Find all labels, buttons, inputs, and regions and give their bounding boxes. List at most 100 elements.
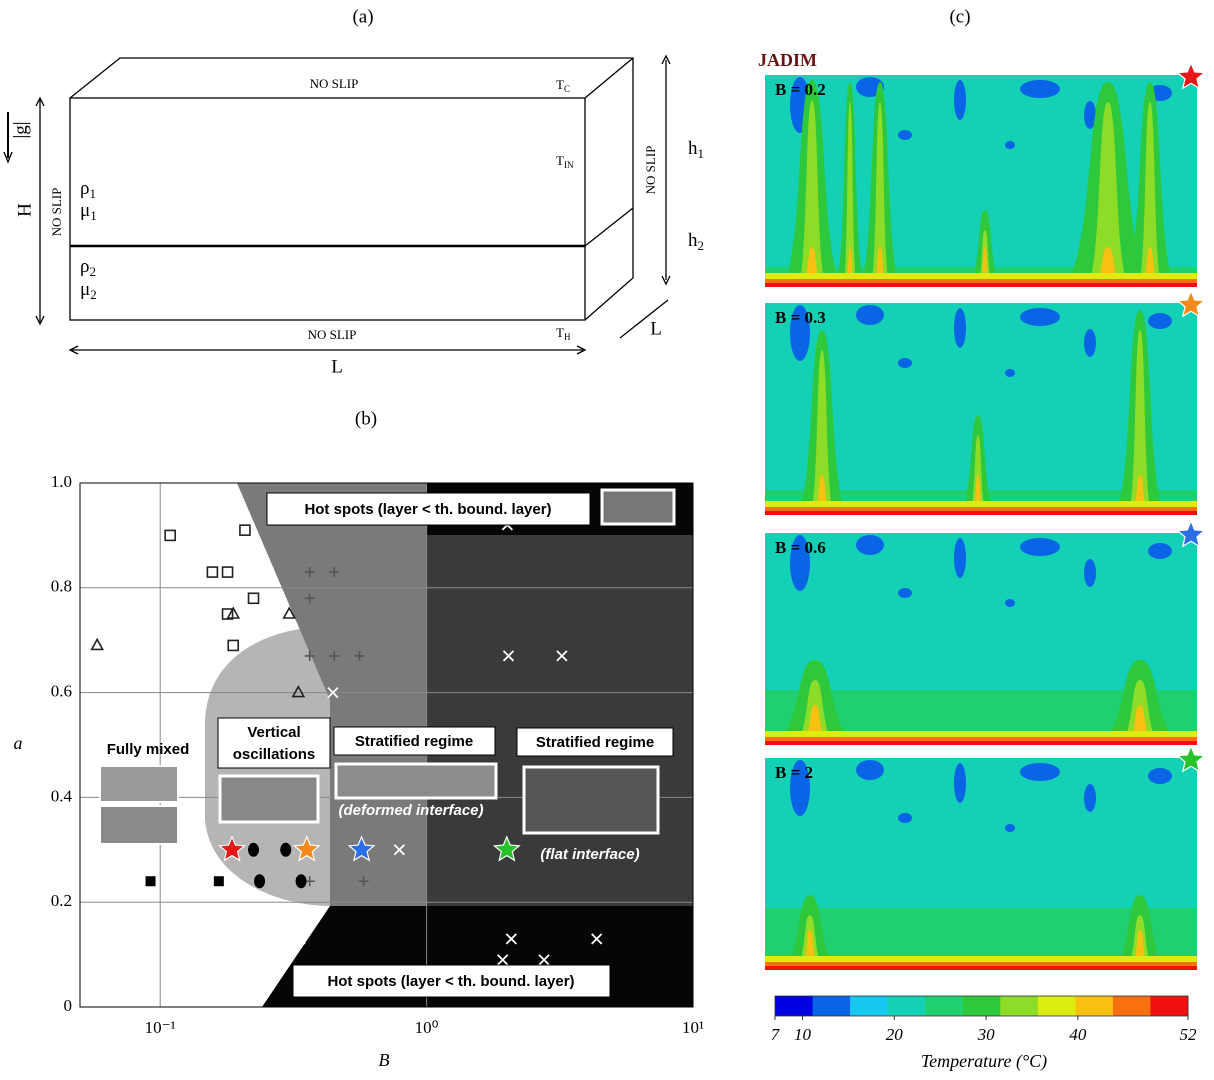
cold-patch xyxy=(1084,329,1096,357)
cold-patch xyxy=(790,535,810,591)
hot-band xyxy=(765,737,1197,741)
cold-patch xyxy=(1084,101,1096,129)
cold-patch xyxy=(954,308,966,348)
box-back xyxy=(69,57,634,321)
y-tick-label: 0.2 xyxy=(51,891,72,910)
marker xyxy=(502,650,515,662)
boundary-label: NO SLIP xyxy=(308,327,357,342)
marker xyxy=(329,650,340,661)
arrow-heads xyxy=(3,54,671,355)
colorbar-bin xyxy=(1112,996,1151,1016)
dimension-label: L xyxy=(650,318,662,339)
marker xyxy=(206,566,219,578)
inset-image xyxy=(334,762,498,800)
marker xyxy=(164,529,176,542)
symbol: T xyxy=(556,153,564,168)
dimension-label: h1 xyxy=(688,138,704,161)
marker xyxy=(226,606,241,619)
hot-band xyxy=(765,279,1197,283)
y-tick-label: 0 xyxy=(64,996,73,1015)
plume-core xyxy=(798,100,826,287)
annotation: Stratified regime xyxy=(536,734,654,751)
boundary-label: NO SLIP xyxy=(310,76,359,91)
subscript: 1 xyxy=(89,186,96,201)
interface xyxy=(584,207,634,247)
colorbar-bin xyxy=(962,996,1001,1016)
subscript: 1 xyxy=(90,208,97,223)
plume-core xyxy=(843,102,857,287)
dimension-label: h2 xyxy=(688,230,704,253)
subscript: C xyxy=(564,84,570,94)
marker xyxy=(295,874,307,889)
cold-patch xyxy=(898,813,912,823)
plume-core xyxy=(810,350,834,515)
symbol: μ xyxy=(80,279,90,300)
subscript: IN xyxy=(564,160,574,170)
colorbar-bin xyxy=(1075,996,1114,1016)
cold-patch xyxy=(1005,369,1015,377)
symbol: μ xyxy=(80,200,90,221)
y-tick-label: 0.4 xyxy=(51,786,73,805)
cold-patch xyxy=(856,535,884,555)
hot-band xyxy=(765,501,1197,507)
star-marker xyxy=(292,835,321,862)
cold-patch xyxy=(1084,559,1096,587)
symbol: ρ xyxy=(80,178,89,199)
inset-image xyxy=(218,774,320,824)
marker xyxy=(591,933,603,945)
annotation-box xyxy=(333,726,496,756)
marker xyxy=(497,954,509,966)
property-label: ρ1 xyxy=(80,178,96,201)
cold-patch xyxy=(898,130,912,140)
marker xyxy=(304,650,315,661)
cold-patch xyxy=(898,588,912,598)
dimension-label: H xyxy=(14,203,35,217)
cold-patch xyxy=(1020,80,1060,98)
colorbar-label: Temperature (°C) xyxy=(921,1051,1047,1072)
plot-frame xyxy=(79,482,694,1008)
regime-star xyxy=(1176,61,1206,90)
annotation: Hot spots (layer < th. bound. layer) xyxy=(327,973,574,990)
box-edge xyxy=(584,57,634,99)
inset-image xyxy=(99,765,179,803)
markers xyxy=(90,519,603,966)
depth-line xyxy=(619,299,669,339)
colorbar-tick-label: 7 xyxy=(771,1025,781,1044)
y-tick-label: 1.0 xyxy=(51,472,72,491)
panel-parameter: B = 2 xyxy=(775,763,813,782)
marker xyxy=(304,593,315,604)
inset-image xyxy=(522,765,660,835)
hot-band xyxy=(765,273,1197,279)
colorbar-tick-label: 30 xyxy=(977,1025,996,1044)
marker xyxy=(213,876,224,887)
annotation-box xyxy=(292,964,611,998)
panel-parameter: B = 0.3 xyxy=(775,308,826,327)
colorbar-frame xyxy=(774,995,1189,1017)
property-label: μ2 xyxy=(80,279,97,302)
colorbar-bin xyxy=(1037,996,1076,1016)
marker xyxy=(358,876,369,887)
symbol: h xyxy=(688,138,698,159)
marker xyxy=(90,637,105,651)
y-axis-label: a xyxy=(14,733,23,753)
colorbar-tick-label: 20 xyxy=(886,1025,904,1044)
symbol: ρ xyxy=(80,256,89,277)
colorbar-tick-label: 40 xyxy=(1069,1025,1087,1044)
cold-patch xyxy=(954,763,966,803)
annotation-box xyxy=(266,492,591,526)
colorbar-bin xyxy=(850,996,889,1016)
cold-patch xyxy=(954,538,966,578)
dimension-label: L xyxy=(331,356,343,377)
marker xyxy=(254,874,266,889)
subscript: 1 xyxy=(698,146,705,161)
x-tick-label: 10¹ xyxy=(682,1018,704,1037)
marker xyxy=(280,842,292,857)
marker xyxy=(291,684,306,698)
cold-patch xyxy=(1020,308,1060,326)
annotation: Fully mixed xyxy=(107,741,190,758)
marker xyxy=(248,842,260,857)
marker xyxy=(304,567,315,578)
hot-band xyxy=(765,511,1197,515)
annotation-box xyxy=(516,727,674,757)
